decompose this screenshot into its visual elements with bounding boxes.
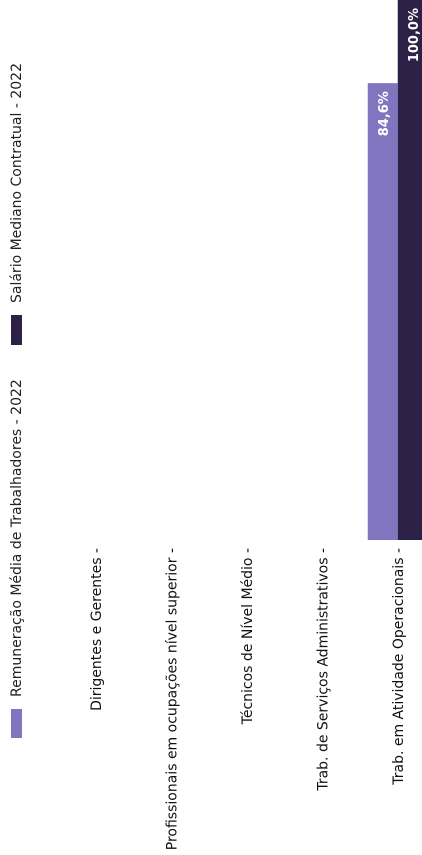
data-label-salario-trab-em-atividade-operacionais: 100,0% [407, 8, 422, 62]
bar-salario-trab-em-atividade-operacionais [397, 0, 422, 540]
legend-swatch-remuneracao [11, 709, 22, 738]
category-label-trab-de-servicos-administrativos: Trab. de Serviços Administrativos - [315, 548, 331, 792]
legend-label-remuneracao: Remuneração Média de Trabalhadores - 202… [9, 379, 25, 697]
category-label-dirigentes-e-gerentes: Dirigentes e Gerentes - [89, 548, 105, 711]
data-labels-layer: 84,6% 100,0% [377, 8, 422, 136]
legend: Remuneração Média de Trabalhadores - 202… [9, 63, 25, 738]
bar-remuneracao-trab-em-atividade-operacionais [367, 83, 398, 540]
category-label-tecnicos-de-nivel-medio: Técnicos de Nível Médio - [240, 548, 256, 725]
category-label-profissionais-em-ocupacoes-nivel-superior: Profissionais em ocupações nível superio… [164, 548, 180, 850]
data-label-remuneracao-trab-em-atividade-operacionais: 84,6% [377, 91, 392, 136]
legend-swatch-salario [11, 315, 22, 345]
bars-layer [367, 0, 422, 540]
category-label-trab-em-atividade-operacionais: Trab. em Atividade Operacionais - [391, 548, 407, 786]
category-axis-labels: Dirigentes e Gerentes - Profissionais em … [89, 548, 407, 850]
legend-label-salario: Salário Mediano Contratual - 2022 [9, 63, 25, 303]
